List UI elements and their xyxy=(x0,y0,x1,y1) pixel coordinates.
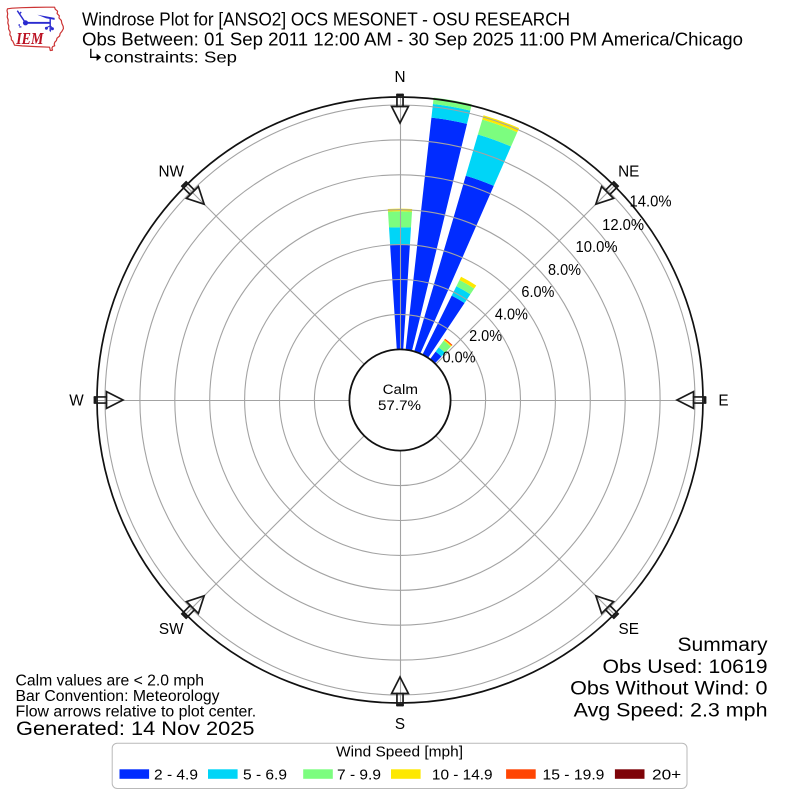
svg-text:5 - 6.9: 5 - 6.9 xyxy=(243,766,287,783)
svg-text:Obs Between: 01 Sep 2011 12:00: Obs Between: 01 Sep 2011 12:00 AM - 30 S… xyxy=(82,29,743,49)
svg-text:N: N xyxy=(394,69,405,86)
svg-text:SE: SE xyxy=(619,621,639,638)
svg-text:Calm values are < 2.0 mph: Calm values are < 2.0 mph xyxy=(16,672,205,689)
svg-text:7 - 9.9: 7 - 9.9 xyxy=(337,766,381,783)
svg-text:15 - 19.9: 15 - 19.9 xyxy=(543,766,605,783)
svg-text:W: W xyxy=(69,392,84,409)
svg-text:IEM: IEM xyxy=(15,29,44,48)
svg-text:8.0%: 8.0% xyxy=(548,262,581,279)
svg-text:NE: NE xyxy=(618,164,639,181)
svg-text:Obs Used: 10619: Obs Used: 10619 xyxy=(603,657,768,678)
svg-text:Generated: 14 Nov 2025: Generated: 14 Nov 2025 xyxy=(16,719,255,740)
svg-text:20+: 20+ xyxy=(652,766,681,783)
svg-text:12.0%: 12.0% xyxy=(602,217,644,234)
svg-text:2 - 4.9: 2 - 4.9 xyxy=(154,766,198,783)
svg-text:Avg Speed: 2.3 mph: Avg Speed: 2.3 mph xyxy=(574,700,768,721)
svg-text:S: S xyxy=(395,716,405,733)
svg-text:constraints: Sep: constraints: Sep xyxy=(104,50,237,67)
svg-text:57.7%: 57.7% xyxy=(378,398,421,413)
svg-text:Calm: Calm xyxy=(383,382,418,397)
svg-text:Wind Speed [mph]: Wind Speed [mph] xyxy=(336,744,463,761)
svg-text:10 - 14.9: 10 - 14.9 xyxy=(432,766,493,783)
svg-text:SW: SW xyxy=(159,621,184,638)
svg-text:NW: NW xyxy=(159,164,185,181)
svg-text:Bar Convention: Meteorology: Bar Convention: Meteorology xyxy=(16,688,220,705)
svg-text:2.0%: 2.0% xyxy=(469,328,502,345)
svg-text:E: E xyxy=(718,392,728,409)
svg-text:14.0%: 14.0% xyxy=(630,194,672,211)
svg-text:Obs Without Wind: 0: Obs Without Wind: 0 xyxy=(570,679,767,700)
svg-text:0.0%: 0.0% xyxy=(443,350,476,367)
svg-text:6.0%: 6.0% xyxy=(521,284,554,301)
svg-text:Windrose Plot for [ANSO2] OCS: Windrose Plot for [ANSO2] OCS MESONET - … xyxy=(82,10,570,30)
svg-text:4.0%: 4.0% xyxy=(495,306,528,323)
svg-text:Summary: Summary xyxy=(678,635,769,656)
svg-text:Flow arrows relative to plot c: Flow arrows relative to plot center. xyxy=(16,704,257,721)
svg-text:10.0%: 10.0% xyxy=(576,239,618,256)
